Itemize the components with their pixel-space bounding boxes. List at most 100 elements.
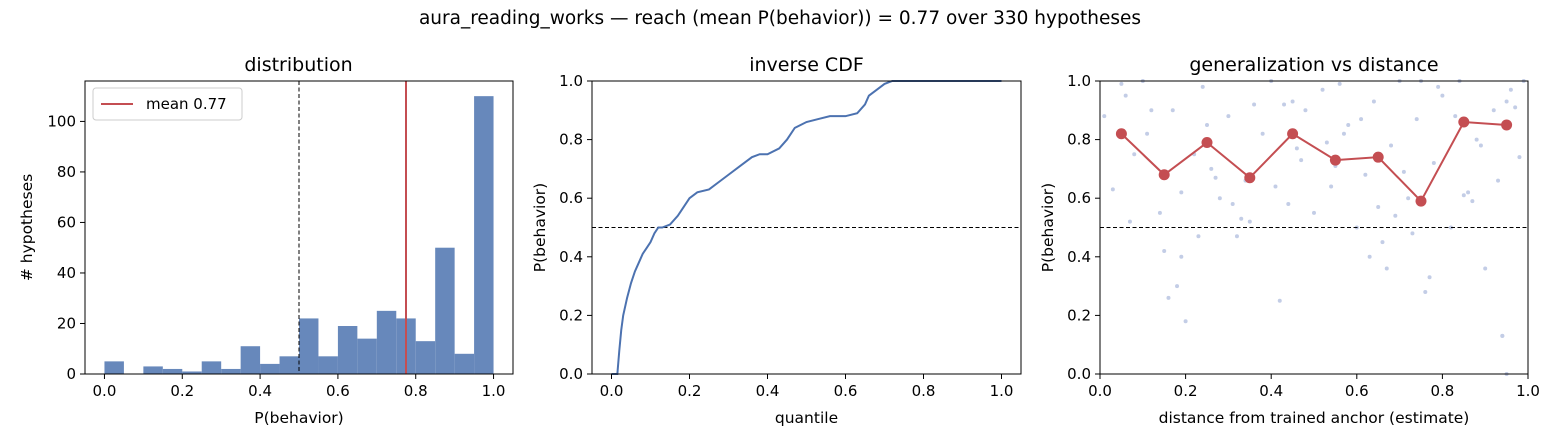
scatter-point — [1440, 93, 1445, 98]
scatter-point — [1179, 190, 1184, 195]
scatter-point — [1127, 219, 1132, 224]
histogram-bar — [279, 356, 299, 374]
histogram-bars — [104, 96, 494, 374]
scatter-point — [1401, 169, 1406, 174]
scatter-point — [1513, 105, 1518, 110]
x-tick-label: 0.2 — [1174, 382, 1198, 400]
axes-frame — [1099, 80, 1529, 375]
scatter-point — [1448, 225, 1453, 230]
scatter-point — [1312, 210, 1316, 215]
scatter-point — [1363, 172, 1368, 177]
y-tick-label: 1.0 — [559, 72, 583, 90]
xlabel: quantile — [775, 409, 838, 427]
title-distribution: distribution — [244, 54, 352, 76]
scatter-point — [1123, 93, 1128, 98]
scatter-point — [1200, 84, 1205, 89]
histogram-bar — [221, 368, 241, 374]
y-tick-label: 0.0 — [1067, 365, 1091, 383]
scatter-point — [1205, 122, 1209, 127]
histogram-bar — [299, 318, 319, 374]
x-tick-label: 0.0 — [93, 382, 117, 400]
scatter-point — [1183, 319, 1188, 324]
suptitle: aura_reading_works — reach (mean P(behav… — [419, 8, 1141, 29]
histogram-bar — [337, 326, 358, 374]
xlabel: distance from trained anchor (estimate) — [1159, 409, 1470, 427]
scatter-point — [1431, 161, 1436, 166]
scatter-point — [1290, 99, 1295, 104]
xlabel: P(behavior) — [254, 409, 343, 427]
histogram-bar — [376, 310, 397, 374]
scatter-point — [1157, 210, 1162, 215]
scatter-point — [1239, 216, 1244, 221]
legend-box — [92, 87, 243, 121]
scatter-point — [1299, 158, 1304, 163]
y-ticks: 0.0 0.2 0.4 0.6 0.8 1.0 — [559, 72, 592, 383]
y-tick-label: 0.6 — [1067, 189, 1091, 207]
scatter-point — [1282, 102, 1287, 107]
scatter-point — [1329, 184, 1334, 189]
x-ticks: 0.0 0.2 0.4 0.6 0.8 1.0 — [1088, 374, 1540, 400]
y-tick-label: 0.2 — [559, 306, 583, 324]
scatter-point — [1389, 143, 1394, 148]
x-tick-label: 0.2 — [170, 382, 194, 400]
histogram-bar — [143, 366, 163, 374]
scatter-point — [1517, 155, 1522, 160]
x-tick-label: 0.4 — [756, 382, 780, 400]
scatter-point — [1384, 266, 1389, 271]
binned-mean-marker — [1458, 116, 1470, 128]
scatter-point — [1166, 295, 1171, 300]
histogram-bar — [260, 363, 280, 374]
x-tick-label: 0.8 — [912, 382, 936, 400]
binned-mean-marker — [1501, 119, 1513, 131]
ylabel: P(behavior) — [531, 183, 549, 272]
x-tick-label: 1.0 — [990, 382, 1014, 400]
y-tick-label: 0.4 — [1067, 248, 1091, 266]
scatter-point — [1376, 204, 1381, 209]
scatter-point — [1461, 193, 1466, 198]
scatter-point — [1110, 187, 1115, 192]
x-ticks: 0.0 0.2 0.4 0.6 0.8 1.0 — [600, 374, 1014, 400]
x-tick-label: 1.0 — [482, 382, 506, 400]
scatter-point — [1410, 231, 1415, 236]
scatter-point — [1359, 117, 1364, 122]
scatter-point — [1213, 175, 1218, 180]
y-tick-label: 60 — [57, 213, 76, 231]
histogram-bar — [201, 361, 222, 374]
scatter-point — [1367, 254, 1372, 259]
scatter-point — [1179, 254, 1184, 259]
histogram-bar — [182, 371, 202, 374]
panel-distribution: distribution 0.0 0.2 0.4 0.6 0.8 1.0 0 20 40 60 8… — [18, 54, 514, 427]
scatter-point — [1371, 99, 1376, 104]
scatter-point — [1170, 108, 1175, 113]
binned-mean-marker — [1372, 151, 1384, 163]
scatter-point — [1247, 219, 1252, 224]
scatter-point — [1320, 87, 1325, 92]
y-tick-label: 0.4 — [559, 248, 583, 266]
y-tick-label: 0.2 — [1067, 306, 1091, 324]
scatter-point — [1196, 234, 1201, 239]
scatter-point — [1230, 202, 1235, 207]
x-tick-label: 0.6 — [326, 382, 350, 400]
binned-mean-markers — [1115, 116, 1513, 207]
scatter-point — [1175, 284, 1180, 289]
scatter-point — [1162, 248, 1167, 253]
scatter-point — [1504, 99, 1509, 104]
scatter-point — [1478, 143, 1483, 148]
scatter-point — [1474, 137, 1479, 142]
y-tick-label: 100 — [47, 112, 76, 130]
x-tick-label: 0.6 — [834, 382, 858, 400]
scatter-points — [1102, 79, 1526, 376]
scatter-point — [1483, 266, 1488, 271]
scatter-point — [1491, 108, 1496, 113]
scatter-point — [1453, 114, 1458, 119]
y-tick-label: 0 — [66, 365, 76, 383]
scatter-point — [1286, 202, 1291, 207]
binned-mean-marker — [1415, 195, 1427, 207]
ylabel: # hypotheses — [18, 174, 36, 281]
scatter-point — [1496, 178, 1501, 183]
histogram-bar — [474, 96, 494, 374]
x-tick-label: 1.0 — [1516, 382, 1540, 400]
x-tick-label: 0.8 — [404, 382, 428, 400]
title-generalization: generalization vs distance — [1189, 54, 1438, 76]
